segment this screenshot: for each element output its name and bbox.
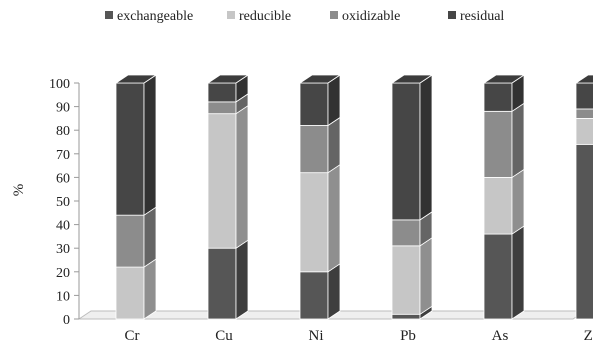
legend: exchangeable reducible oxidizable residual [105, 9, 504, 24]
bar-segment-reducible [575, 118, 593, 145]
bar-side-oxidizable [143, 206, 157, 268]
bar-top [482, 74, 526, 84]
bar-segment-residual [391, 82, 421, 221]
bar-segment-exchangeable [483, 233, 513, 320]
bars [114, 74, 593, 320]
bar-segment-oxidizable [483, 110, 513, 178]
bar-segment-exchangeable [575, 143, 593, 320]
y-axis: 0 10 20 30 40 50 60 70 80 90 100 [49, 77, 80, 328]
bar-segment-residual [299, 82, 329, 126]
legend-label-oxidizable: oxidizable [342, 9, 400, 24]
x-tick-label: Cu [215, 328, 233, 344]
bar-side-residual [419, 74, 433, 221]
bar-top [114, 74, 158, 84]
y-tick-label: 100 [49, 77, 70, 92]
bar-segment-exchangeable [207, 247, 237, 320]
legend-label-exchangeable: exchangeable [117, 9, 193, 24]
legend-label-residual: residual [460, 9, 504, 24]
bar-segment-exchangeable [299, 271, 329, 320]
bar-segment-reducible [299, 172, 329, 273]
bar-side-reducible [327, 163, 341, 273]
bar-stack-ni [298, 74, 342, 320]
y-tick-label: 80 [56, 124, 70, 139]
x-tick-label: As [492, 328, 509, 344]
bar-stack-cu [206, 74, 250, 320]
y-tick-label: 40 [56, 219, 70, 234]
y-tick-label: 50 [56, 195, 70, 210]
bar-segment-residual [575, 82, 593, 110]
bar-side-exchangeable [235, 239, 249, 320]
bar-segment-reducible [115, 266, 145, 320]
y-tick-label: 90 [56, 101, 70, 116]
bar-segment-oxidizable [575, 108, 593, 119]
bar-segment-oxidizable [391, 219, 421, 247]
bar-stack-cr [114, 74, 158, 320]
bar-side-oxidizable [327, 116, 341, 174]
bar-segment-reducible [391, 245, 421, 315]
bar-segment-reducible [207, 113, 237, 249]
bar-segment-reducible [483, 176, 513, 235]
bar-segment-exchangeable [391, 313, 421, 320]
bar-top [298, 74, 342, 84]
bar-segment-oxidizable [115, 214, 145, 268]
bar-top [206, 74, 250, 84]
bar-side-residual [143, 74, 157, 216]
legend-swatch-exchangeable [105, 11, 113, 19]
y-axis-label: % [11, 184, 27, 197]
bar-segment-residual [207, 82, 237, 103]
bar-top [390, 74, 434, 84]
bar-segment-residual [115, 82, 145, 216]
y-tick-label: 30 [56, 242, 70, 257]
x-axis-labels: Cr Cu Ni Pb As Zn [125, 328, 593, 344]
bar-side-reducible [235, 104, 249, 249]
x-tick-label: Cr [125, 328, 140, 344]
bar-segment-residual [483, 82, 513, 112]
legend-swatch-residual [448, 11, 456, 19]
bar-side-reducible [419, 237, 433, 316]
x-tick-label: Pb [400, 328, 416, 344]
x-tick-label: Zn [584, 328, 593, 344]
bar-side-exchangeable [511, 225, 525, 320]
legend-swatch-reducible [227, 11, 235, 19]
bar-side-oxidizable [511, 102, 525, 179]
bar-side-exchangeable [327, 263, 341, 320]
x-tick-label: Ni [309, 328, 324, 344]
bar-segment-oxidizable [207, 101, 237, 115]
legend-swatch-oxidizable [330, 11, 338, 19]
y-tick-label: 20 [56, 266, 70, 281]
y-tick-label: 70 [56, 148, 70, 163]
bar-side-reducible [143, 258, 157, 320]
y-tick-label: 0 [63, 313, 70, 328]
legend-label-reducible: reducible [239, 9, 291, 24]
bar-stack-zn [574, 74, 593, 320]
bar-side-reducible [511, 168, 525, 235]
bar-top [574, 74, 593, 84]
bar-segment-oxidizable [299, 125, 329, 174]
bar-stack-as [482, 74, 526, 320]
bar-stack-pb [390, 74, 434, 320]
y-tick-label: 60 [56, 171, 70, 186]
bar-side-residual [327, 74, 341, 127]
y-tick-label: 10 [56, 289, 70, 304]
